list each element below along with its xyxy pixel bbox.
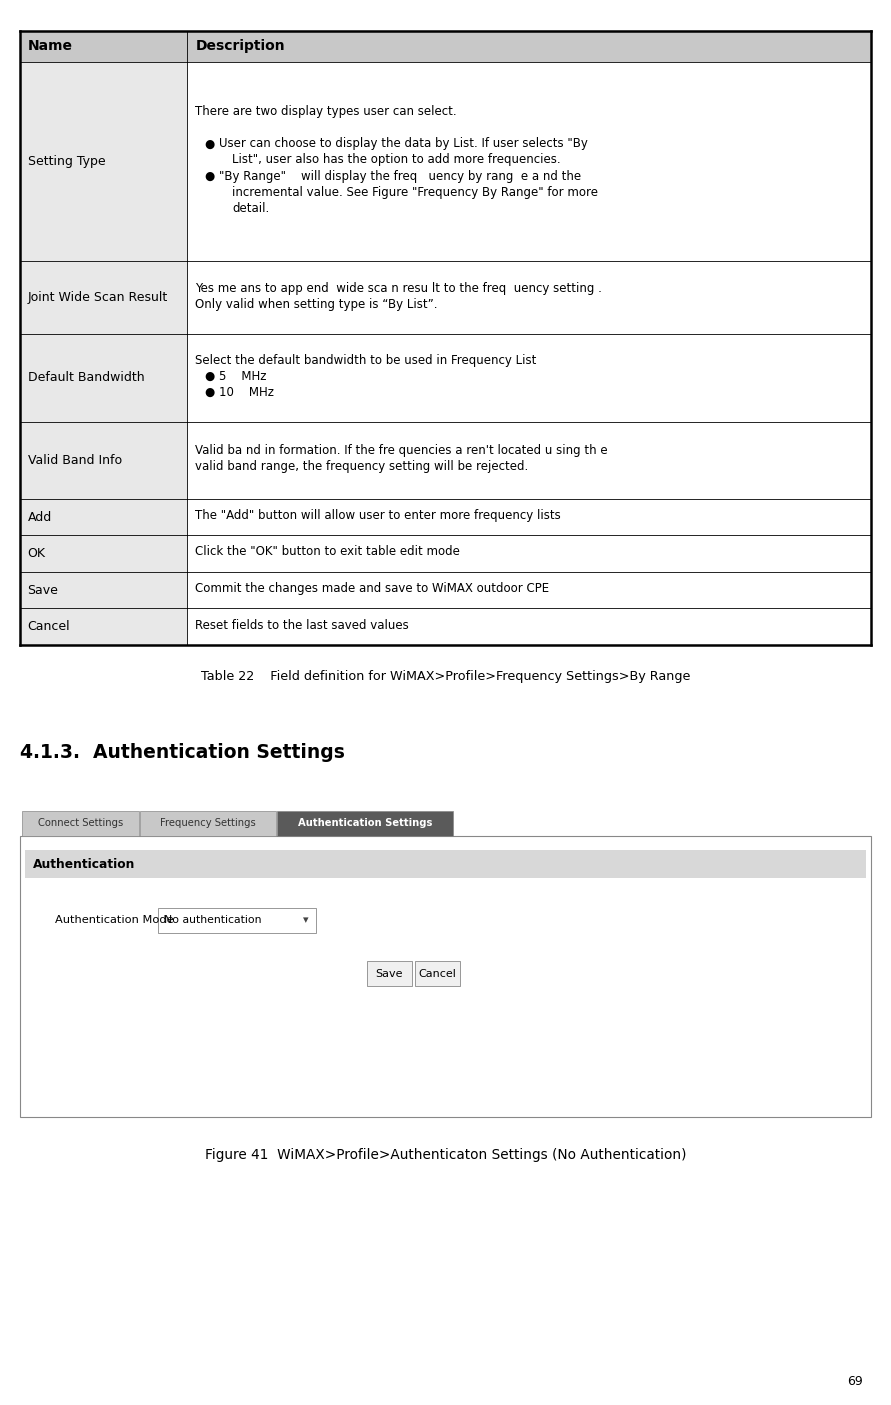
Bar (415, 961, 460, 986)
Text: Figure 41  WiMAX>Profile>Authenticaton Settings (No Authentication): Figure 41 WiMAX>Profile>Authenticaton Se… (205, 1148, 686, 1162)
Text: Authentication Mode: Authentication Mode (55, 915, 174, 926)
Bar (20, 334, 187, 422)
Bar (187, 31, 871, 62)
Bar (277, 811, 453, 836)
Bar (187, 499, 871, 535)
Text: 69: 69 (846, 1375, 862, 1388)
Text: The "Add" button will allow user to enter more frequency lists: The "Add" button will allow user to ente… (195, 509, 561, 523)
Bar (20, 572, 187, 608)
Text: valid band range, the frequency setting will be rejected.: valid band range, the frequency setting … (195, 461, 528, 473)
Text: Description: Description (195, 39, 285, 53)
Text: OK: OK (28, 547, 45, 561)
Text: Save: Save (28, 583, 59, 597)
Text: "By Range"    will display the freq   uency by rang  e a nd the: "By Range" will display the freq uency b… (219, 170, 582, 183)
Bar (187, 608, 871, 645)
Bar (20, 499, 187, 535)
Text: Yes me ans to app end  wide sca n resu lt to the freq  uency setting .: Yes me ans to app end wide sca n resu lt… (195, 281, 602, 295)
Text: User can choose to display the data by List. If user selects "By: User can choose to display the data by L… (219, 138, 588, 150)
Text: ●: ● (204, 138, 215, 150)
Text: Only valid when setting type is “By List”.: Only valid when setting type is “By List… (195, 298, 437, 311)
Bar (187, 535, 871, 572)
Text: Reset fields to the last saved values: Reset fields to the last saved values (195, 618, 409, 632)
Text: There are two display types user can select.: There are two display types user can sel… (195, 105, 457, 118)
Text: 4.1.3.  Authentication Settings: 4.1.3. Authentication Settings (20, 743, 345, 763)
Text: 5    MHz: 5 MHz (219, 370, 267, 384)
Bar (187, 422, 871, 499)
Text: ●: ● (204, 170, 215, 183)
Bar (22, 811, 139, 836)
Text: Setting Type: Setting Type (28, 155, 105, 169)
Text: Click the "OK" button to exit table edit mode: Click the "OK" button to exit table edit… (195, 545, 461, 559)
Bar (158, 908, 316, 933)
Bar (20, 31, 187, 62)
Text: 10    MHz: 10 MHz (219, 386, 274, 399)
Text: ●: ● (204, 386, 215, 399)
Text: ▾: ▾ (303, 915, 308, 926)
Text: Default Bandwidth: Default Bandwidth (28, 371, 144, 385)
Bar (20, 261, 187, 334)
Bar (140, 811, 276, 836)
Bar (20, 836, 871, 1117)
Text: detail.: detail. (232, 202, 269, 215)
Text: incremental value. See Figure "Frequency By Range" for more: incremental value. See Figure "Frequency… (232, 185, 598, 200)
Text: Commit the changes made and save to WiMAX outdoor CPE: Commit the changes made and save to WiMA… (195, 582, 550, 596)
Bar (20, 422, 187, 499)
Text: ●: ● (204, 370, 215, 384)
Text: Select the default bandwidth to be used in Frequency List: Select the default bandwidth to be used … (195, 354, 536, 367)
Bar (187, 62, 871, 261)
Bar (187, 334, 871, 422)
Bar (20, 608, 187, 645)
Text: Table 22    Field definition for WiMAX>Profile>Frequency Settings>By Range: Table 22 Field definition for WiMAX>Prof… (200, 670, 691, 683)
Text: Cancel: Cancel (28, 620, 70, 634)
Text: Add: Add (28, 510, 52, 524)
Text: Cancel: Cancel (419, 968, 456, 979)
Bar (20, 62, 187, 261)
Text: Connect Settings: Connect Settings (38, 818, 123, 829)
Text: Name: Name (28, 39, 73, 53)
Text: Authentication: Authentication (33, 857, 135, 871)
Bar (367, 961, 412, 986)
Text: Valid Band Info: Valid Band Info (28, 454, 122, 466)
Text: List", user also has the option to add more frequencies.: List", user also has the option to add m… (232, 153, 560, 167)
Text: Joint Wide Scan Result: Joint Wide Scan Result (28, 291, 168, 305)
Bar (25, 850, 866, 878)
Text: Save: Save (376, 968, 403, 979)
Text: Valid ba nd in formation. If the fre quencies a ren't located u sing th e: Valid ba nd in formation. If the fre que… (195, 444, 608, 457)
Text: Frequency Settings: Frequency Settings (160, 818, 256, 829)
Bar (187, 261, 871, 334)
Text: Authentication Settings: Authentication Settings (298, 818, 432, 829)
Bar (20, 535, 187, 572)
Bar (187, 572, 871, 608)
Text: No authentication: No authentication (164, 915, 261, 926)
